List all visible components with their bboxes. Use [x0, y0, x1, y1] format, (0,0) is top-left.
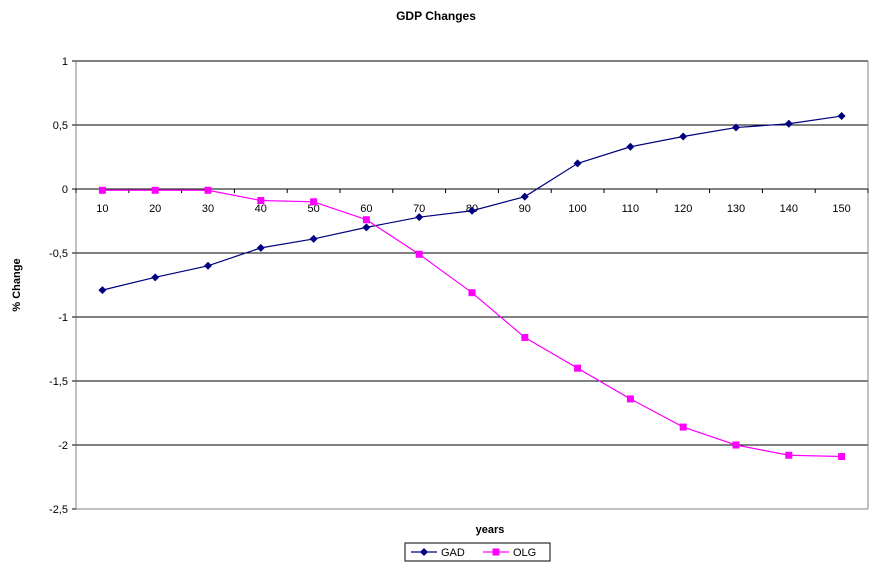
- y-axis-label: % Change: [11, 258, 23, 311]
- x-tick-label: 110: [622, 203, 640, 215]
- x-tick-label: 130: [727, 203, 745, 215]
- data-point-gad: [573, 159, 582, 168]
- data-point-olg: [732, 441, 740, 449]
- y-tick-label: -2: [58, 440, 68, 452]
- data-point-olg: [362, 216, 370, 224]
- data-point-gad: [415, 213, 424, 222]
- data-point-gad: [520, 192, 529, 201]
- data-point-gad: [362, 223, 371, 232]
- data-point-olg: [679, 423, 687, 431]
- data-point-olg: [415, 250, 423, 258]
- series-line-olg: [102, 189, 842, 458]
- x-tick-label: 90: [519, 203, 531, 215]
- x-tick-label: 50: [307, 203, 319, 215]
- data-point-olg: [257, 197, 265, 205]
- x-tick-label: 120: [674, 203, 692, 215]
- data-point-olg: [468, 289, 476, 297]
- y-tick-label: -2,5: [49, 504, 68, 516]
- x-tick-label: 10: [96, 203, 108, 215]
- x-tick-label: 20: [149, 203, 161, 215]
- data-point-olg: [521, 333, 529, 341]
- series-olg: [98, 186, 846, 461]
- data-point-olg: [310, 198, 318, 206]
- y-tick-label: 0: [62, 184, 68, 196]
- data-point-gad: [784, 119, 793, 128]
- legend-label-olg: OLG: [513, 547, 536, 559]
- series-gad: [98, 112, 846, 295]
- chart-title: GDP Changes: [396, 9, 476, 23]
- data-point-gad: [468, 206, 476, 215]
- data-point-olg: [204, 186, 212, 194]
- y-tick-label: 1: [62, 56, 68, 68]
- legend-box: [404, 542, 551, 562]
- data-point-olg: [626, 395, 634, 403]
- y-tick-label: -0,5: [49, 248, 68, 260]
- data-point-gad: [679, 132, 688, 141]
- y-tick-label: -1,5: [49, 376, 68, 388]
- x-tick-label: 100: [568, 203, 586, 215]
- data-point-olg: [98, 186, 106, 194]
- x-tick-label: 30: [202, 203, 214, 215]
- legend-item-olg: OLG: [483, 547, 536, 559]
- x-tick-label: 60: [360, 203, 372, 215]
- data-point-gad: [837, 112, 846, 121]
- data-point-gad: [98, 286, 107, 295]
- data-point-gad: [732, 123, 740, 132]
- data-point-gad: [309, 234, 318, 243]
- data-point-olg: [838, 453, 846, 461]
- x-tick-label: 70: [413, 203, 425, 215]
- data-point-gad: [151, 273, 160, 282]
- data-point-gad: [626, 142, 635, 151]
- legend-marker-olg: [492, 548, 500, 556]
- data-point-gad: [256, 243, 265, 252]
- x-tick-label: 140: [780, 203, 798, 215]
- data-point-olg: [574, 364, 582, 372]
- x-tick-label: 150: [832, 203, 850, 215]
- data-point-olg: [151, 186, 159, 194]
- data-point-olg: [785, 451, 793, 459]
- y-tick-label: 0,5: [53, 120, 68, 132]
- plot-area: 10,50-0,5-1-1,5-2-2,51020304050607080901…: [49, 56, 869, 516]
- legend-item-gad: GAD: [411, 547, 465, 559]
- data-point-gad: [204, 261, 212, 270]
- y-tick-label: -1: [58, 312, 68, 324]
- x-axis-label: years: [476, 524, 505, 536]
- legend-marker-gad: [420, 548, 428, 556]
- legend: GAD OLG: [404, 542, 551, 562]
- x-tick-label: 40: [255, 203, 267, 215]
- legend-label-gad: GAD: [441, 547, 465, 559]
